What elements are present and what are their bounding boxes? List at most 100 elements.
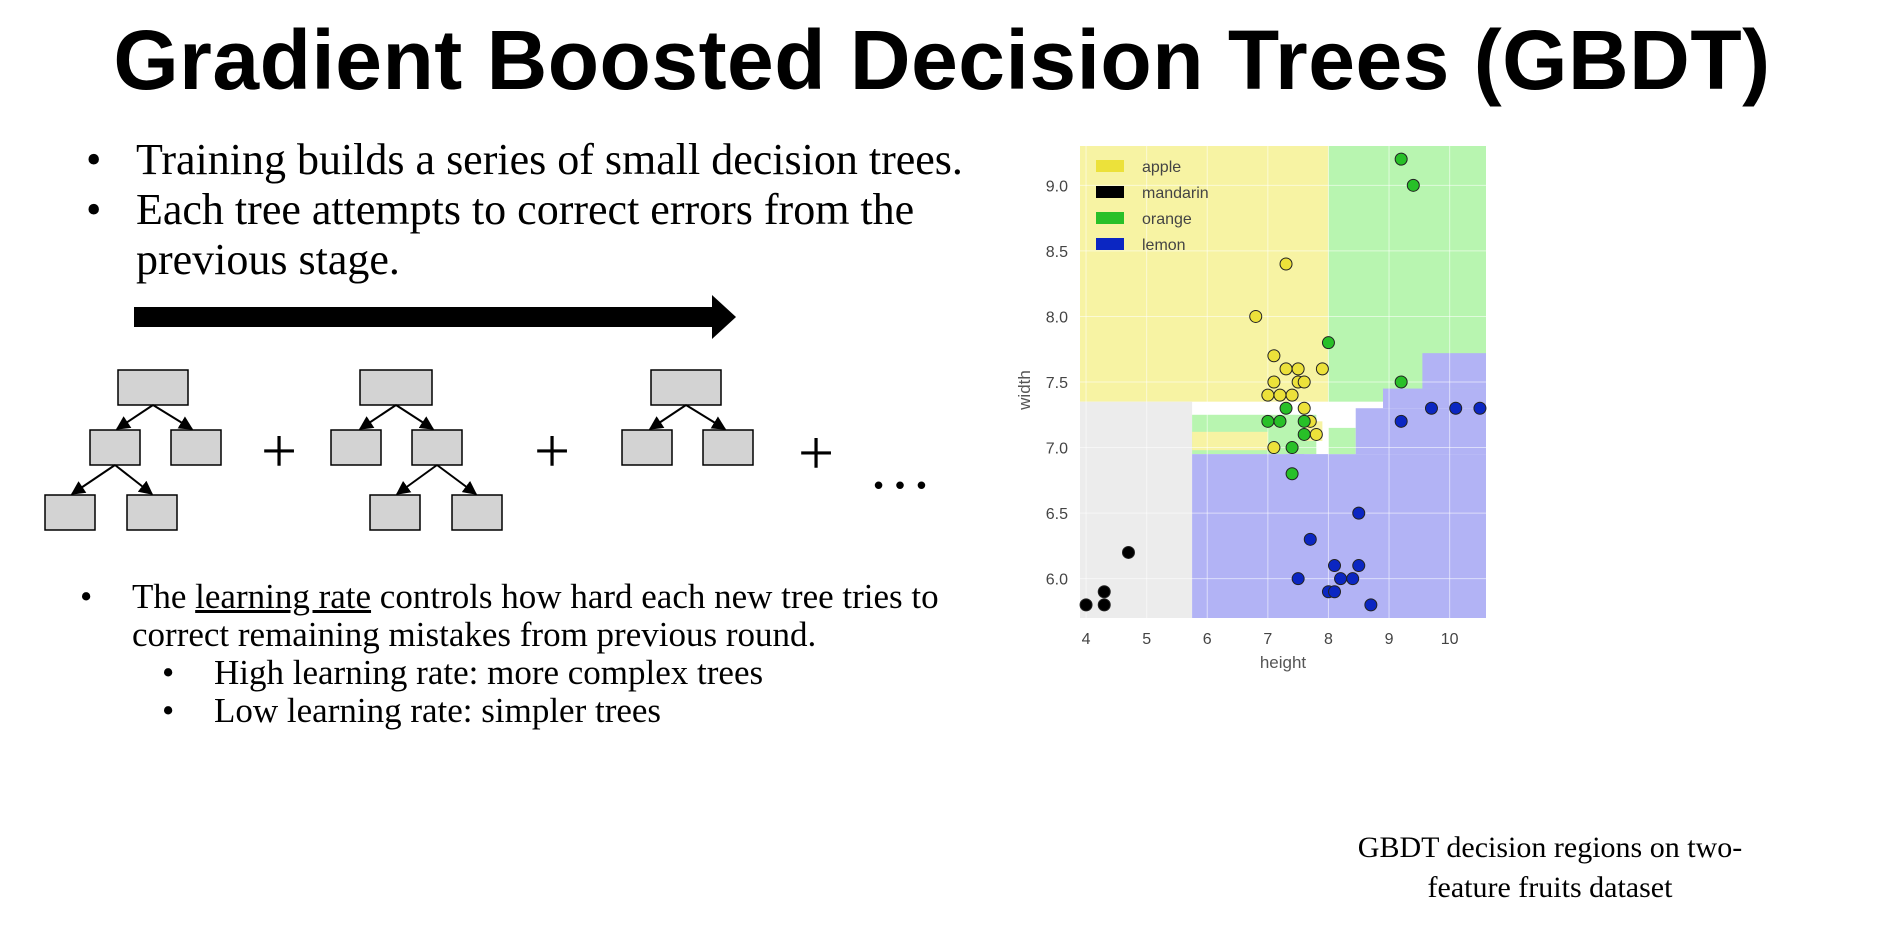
tree-sequence-diagram: + + + … xyxy=(44,295,932,531)
x-tick-label: 8 xyxy=(1324,631,1333,648)
point-apple xyxy=(1261,388,1275,402)
bullet-text-continued: previous stage. xyxy=(136,235,400,284)
legend-label-lemon: lemon xyxy=(1142,237,1186,254)
region-lemon xyxy=(1422,353,1486,389)
legend-swatch-orange xyxy=(1096,212,1124,224)
point-lemon xyxy=(1291,572,1305,586)
x-tick-label: 6 xyxy=(1203,631,1212,648)
bullet-glyph: • xyxy=(80,577,93,616)
point-lemon xyxy=(1424,401,1438,415)
bullet-text: Low learning rate: simpler trees xyxy=(214,691,662,730)
legend-swatch-mandarin xyxy=(1096,186,1124,198)
y-tick-label: 6.5 xyxy=(1046,506,1068,523)
bullet-correct-errors: • Each tree attempts to correct errors f… xyxy=(86,180,986,300)
point-orange xyxy=(1321,336,1335,350)
x-tick-label: 5 xyxy=(1142,631,1151,648)
text: The xyxy=(132,577,196,616)
point-apple xyxy=(1315,362,1329,376)
bullet-text: High learning rate: more complex trees xyxy=(214,653,764,692)
point-orange xyxy=(1279,401,1293,415)
learning-rate-line-2: correct remaining mistakes from previous… xyxy=(132,615,817,654)
legend-label-apple: apple xyxy=(1142,159,1181,176)
legend-swatch-lemon xyxy=(1096,238,1124,250)
region-lemon xyxy=(1286,454,1305,468)
point-lemon xyxy=(1328,585,1342,599)
sequence-arrow xyxy=(134,295,736,339)
text: controls how hard each new tree tries to xyxy=(371,577,939,616)
gbdt-decision-region-chart: 4 5 6 7 8 9 10 6.0 6.5 7.0 7.5 8.0 8.5 9.0 apple manda… xyxy=(1015,146,1487,672)
y-tick-label: 8.0 xyxy=(1046,309,1068,326)
x-tick-label: 10 xyxy=(1441,631,1459,648)
bullet-glyph: • xyxy=(162,691,175,730)
point-apple xyxy=(1309,427,1323,441)
x-tick-label: 4 xyxy=(1082,631,1091,648)
point-orange xyxy=(1297,414,1311,428)
y-tick-label: 6.0 xyxy=(1046,572,1068,589)
point-lemon xyxy=(1334,572,1348,586)
point-orange xyxy=(1273,414,1287,428)
region-lemon xyxy=(1382,388,1486,409)
point-apple xyxy=(1273,388,1287,402)
learning-rate-term: learning rate xyxy=(195,577,372,616)
point-apple xyxy=(1249,309,1263,323)
point-apple xyxy=(1279,362,1293,376)
point-lemon xyxy=(1352,506,1366,520)
tree-1-edges xyxy=(70,404,194,495)
region-apple xyxy=(1192,431,1268,451)
point-apple xyxy=(1267,375,1281,389)
point-mandarin xyxy=(1097,598,1111,612)
point-orange xyxy=(1297,427,1311,441)
plus-operator: + xyxy=(534,415,570,486)
tree-1 xyxy=(44,369,222,531)
tree-2 xyxy=(330,369,503,531)
y-tick-label: 8.5 xyxy=(1046,244,1068,261)
point-orange xyxy=(1285,467,1299,481)
point-apple xyxy=(1297,401,1311,415)
ellipsis: … xyxy=(868,431,932,502)
point-apple xyxy=(1267,349,1281,363)
learning-rate-line: The learning rate controls how hard each… xyxy=(132,574,939,620)
chart-ticks: 4 5 6 7 8 9 10 6.0 6.5 7.0 7.5 8.0 8.5 9.0 xyxy=(1046,178,1459,648)
point-apple xyxy=(1297,375,1311,389)
chart-grid xyxy=(1080,146,1486,618)
tree-3 xyxy=(621,369,754,466)
point-apple xyxy=(1279,257,1293,271)
x-axis-label: height xyxy=(1260,653,1307,672)
plus-operator: + xyxy=(261,415,297,486)
caption-line: feature fruits dataset xyxy=(1427,871,1673,904)
region-orange xyxy=(1328,427,1356,455)
tree-3-edges xyxy=(648,404,727,430)
legend-swatch-apple xyxy=(1096,160,1124,172)
bullet-glyph: • xyxy=(86,135,102,184)
chart-points xyxy=(1079,152,1487,612)
chart-legend: apple mandarin orange lemon xyxy=(1096,159,1209,254)
region-lemon xyxy=(1355,408,1486,455)
point-lemon xyxy=(1449,401,1463,415)
bullet-text: Each tree attempts to correct errors fro… xyxy=(136,185,915,234)
tree-2-edges xyxy=(358,404,478,495)
y-tick-label: 9.0 xyxy=(1046,178,1068,195)
point-orange xyxy=(1285,441,1299,455)
decision-regions xyxy=(1080,146,1486,618)
point-lemon xyxy=(1303,532,1317,546)
point-apple xyxy=(1267,441,1281,455)
point-lemon xyxy=(1364,598,1378,612)
point-orange xyxy=(1394,375,1408,389)
point-apple xyxy=(1291,362,1305,376)
point-orange xyxy=(1406,178,1420,192)
x-tick-label: 7 xyxy=(1263,631,1272,648)
y-axis-label: width xyxy=(1015,370,1034,411)
bullet-text: Training builds a series of small decisi… xyxy=(136,135,963,184)
plus-operator: + xyxy=(798,417,834,488)
region-mandarin xyxy=(1080,401,1193,618)
point-mandarin xyxy=(1079,598,1093,612)
legend-label-mandarin: mandarin xyxy=(1142,185,1209,202)
point-lemon xyxy=(1473,401,1487,415)
point-mandarin xyxy=(1121,545,1135,559)
bullet-glyph: • xyxy=(86,185,102,234)
bullet-glyph: • xyxy=(162,653,175,692)
y-tick-label: 7.5 xyxy=(1046,375,1068,392)
caption-line: GBDT decision regions on two- xyxy=(1357,831,1743,864)
point-orange xyxy=(1261,414,1275,428)
point-mandarin xyxy=(1097,585,1111,599)
